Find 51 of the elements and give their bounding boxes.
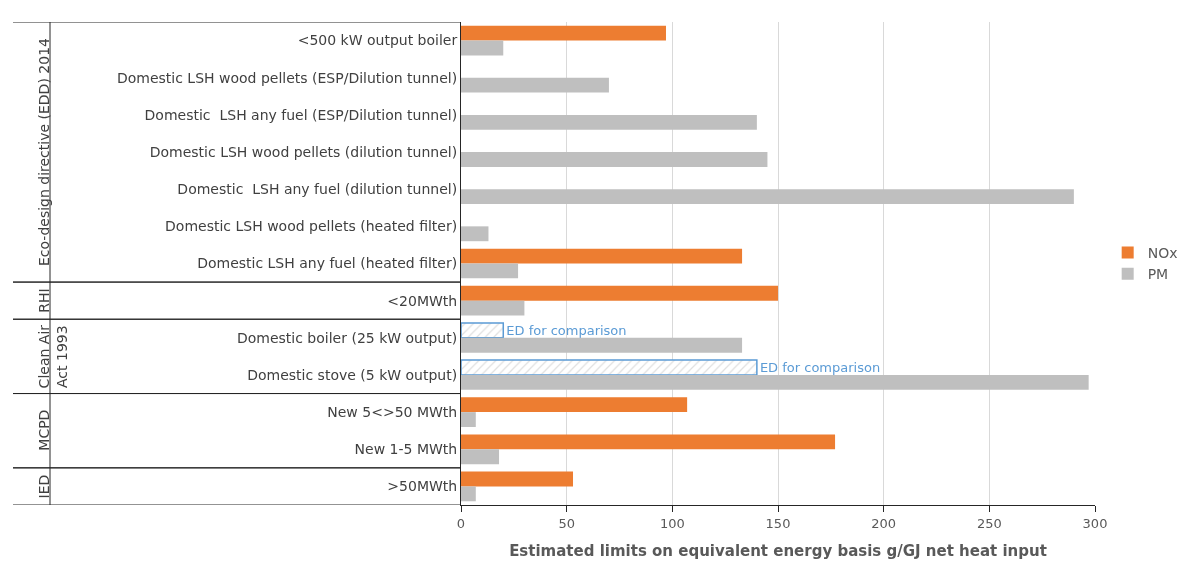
y-tick-label: New 5<>50 MWth xyxy=(327,404,458,421)
legend-label: PM xyxy=(1147,266,1169,283)
x-tick-label: 300 xyxy=(1082,515,1108,531)
y-tick-label: >50MWth xyxy=(387,478,458,495)
y-tick-label: New 1-5 MWth xyxy=(354,441,458,458)
text: RHI xyxy=(36,288,53,313)
bar xyxy=(461,226,489,242)
series-label: ED for comparison xyxy=(506,323,627,339)
legend-label: NOx xyxy=(1147,245,1178,262)
y-tick-label: Domestic LSH any fuel (dilution tunnel) xyxy=(177,181,458,198)
bar xyxy=(461,471,574,487)
bar xyxy=(461,412,476,427)
bar xyxy=(461,248,743,264)
y-tick-label: Domestic LSH any fuel (ESP/Dilution tunnel) xyxy=(144,106,458,123)
y-tick-label: Domestic LSH wood pellets (heated filter) xyxy=(165,218,458,235)
text: ED for comparison xyxy=(759,360,881,376)
bar xyxy=(461,337,743,353)
y-tick-label: <500 kW output boiler xyxy=(297,32,458,49)
x-tick-label: 50 xyxy=(558,515,575,531)
y-tick-label: Domestic LSH any fuel (heated filter) xyxy=(197,255,458,272)
bar xyxy=(461,449,500,465)
x-tick-label: 0 xyxy=(456,515,466,531)
bar xyxy=(461,263,519,279)
y-tick-label: Domestic LSH wood pellets (dilution tunnel) xyxy=(149,143,458,160)
y-tick-label: <20MWth xyxy=(387,292,458,309)
text: IED xyxy=(35,474,52,499)
y-tick-label: Domestic LSH wood pellets (ESP/Dilution tunnel) xyxy=(116,69,458,86)
bar xyxy=(461,397,688,413)
bar xyxy=(461,359,758,376)
bar xyxy=(461,114,757,130)
bar xyxy=(461,77,609,93)
x-tick-label: 150 xyxy=(765,515,791,531)
y-tick-label: Domestic stove (5 kW output) xyxy=(247,366,458,383)
bar xyxy=(461,486,476,502)
bar xyxy=(461,374,1089,390)
bar xyxy=(461,434,836,450)
text: Clean Air Act 1993 xyxy=(35,324,70,389)
x-axis-title: Estimated limits on equivalent energy basis g/GJ net heat input xyxy=(509,541,1047,560)
text: Eco-design directive (EDD) 2014 xyxy=(35,37,52,267)
bar xyxy=(461,152,768,167)
bar xyxy=(461,25,666,41)
y-tick-label: Domestic boiler (25 kW output) xyxy=(236,329,458,346)
x-tick-label: 100 xyxy=(659,515,685,531)
bar xyxy=(461,189,1074,205)
bar xyxy=(461,285,778,301)
bar xyxy=(461,322,505,339)
bar xyxy=(461,300,525,316)
x-tick-label: 250 xyxy=(976,515,1002,531)
text: MCPD xyxy=(36,409,53,451)
bar xyxy=(461,40,504,56)
x-tick-label: 200 xyxy=(871,515,897,531)
